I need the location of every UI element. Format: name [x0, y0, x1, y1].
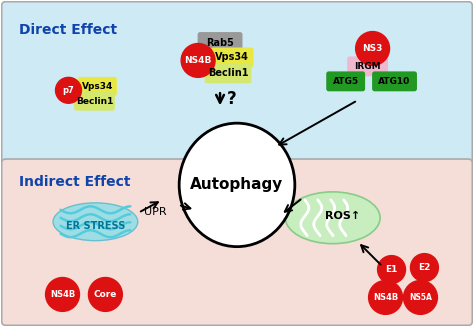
- Circle shape: [46, 278, 80, 311]
- FancyBboxPatch shape: [347, 57, 388, 77]
- Ellipse shape: [179, 123, 295, 247]
- Circle shape: [356, 32, 390, 65]
- Circle shape: [89, 278, 122, 311]
- Text: Indirect Effect: Indirect Effect: [18, 175, 130, 189]
- Text: p7: p7: [63, 86, 74, 95]
- Ellipse shape: [53, 203, 138, 241]
- Circle shape: [410, 254, 438, 282]
- Text: NS5A: NS5A: [409, 293, 432, 302]
- Circle shape: [369, 281, 402, 314]
- FancyBboxPatch shape: [2, 2, 472, 167]
- Text: Beclin1: Beclin1: [208, 68, 248, 78]
- Ellipse shape: [285, 192, 380, 244]
- Circle shape: [403, 281, 438, 314]
- Text: Beclin1: Beclin1: [76, 97, 113, 106]
- Text: E1: E1: [385, 265, 398, 274]
- Text: ER STRESS: ER STRESS: [66, 221, 125, 231]
- Text: NS3: NS3: [363, 44, 383, 53]
- Text: NS4B: NS4B: [373, 293, 398, 302]
- Text: ATG5: ATG5: [333, 77, 359, 86]
- Text: NS4B: NS4B: [50, 290, 75, 299]
- FancyBboxPatch shape: [74, 92, 115, 111]
- Text: Vps34: Vps34: [215, 52, 249, 62]
- FancyBboxPatch shape: [210, 47, 254, 67]
- Text: Core: Core: [94, 290, 117, 299]
- Text: UPR: UPR: [144, 207, 166, 217]
- Text: Rab5: Rab5: [206, 38, 234, 47]
- FancyBboxPatch shape: [205, 63, 252, 83]
- FancyBboxPatch shape: [372, 71, 417, 91]
- Text: IRGM: IRGM: [354, 62, 381, 71]
- Text: Vps34: Vps34: [82, 82, 113, 91]
- Text: E2: E2: [418, 263, 431, 272]
- Text: NS4B: NS4B: [184, 56, 212, 65]
- FancyBboxPatch shape: [198, 32, 243, 53]
- Circle shape: [181, 43, 215, 77]
- FancyBboxPatch shape: [78, 77, 117, 96]
- Text: ROS↑: ROS↑: [325, 211, 360, 221]
- FancyBboxPatch shape: [2, 159, 472, 325]
- Text: Direct Effect: Direct Effect: [18, 23, 117, 37]
- Circle shape: [378, 256, 405, 284]
- Text: Autophagy: Autophagy: [191, 178, 283, 192]
- Circle shape: [55, 77, 82, 103]
- Text: ATG10: ATG10: [378, 77, 410, 86]
- FancyBboxPatch shape: [326, 71, 365, 91]
- Text: ?: ?: [227, 90, 237, 108]
